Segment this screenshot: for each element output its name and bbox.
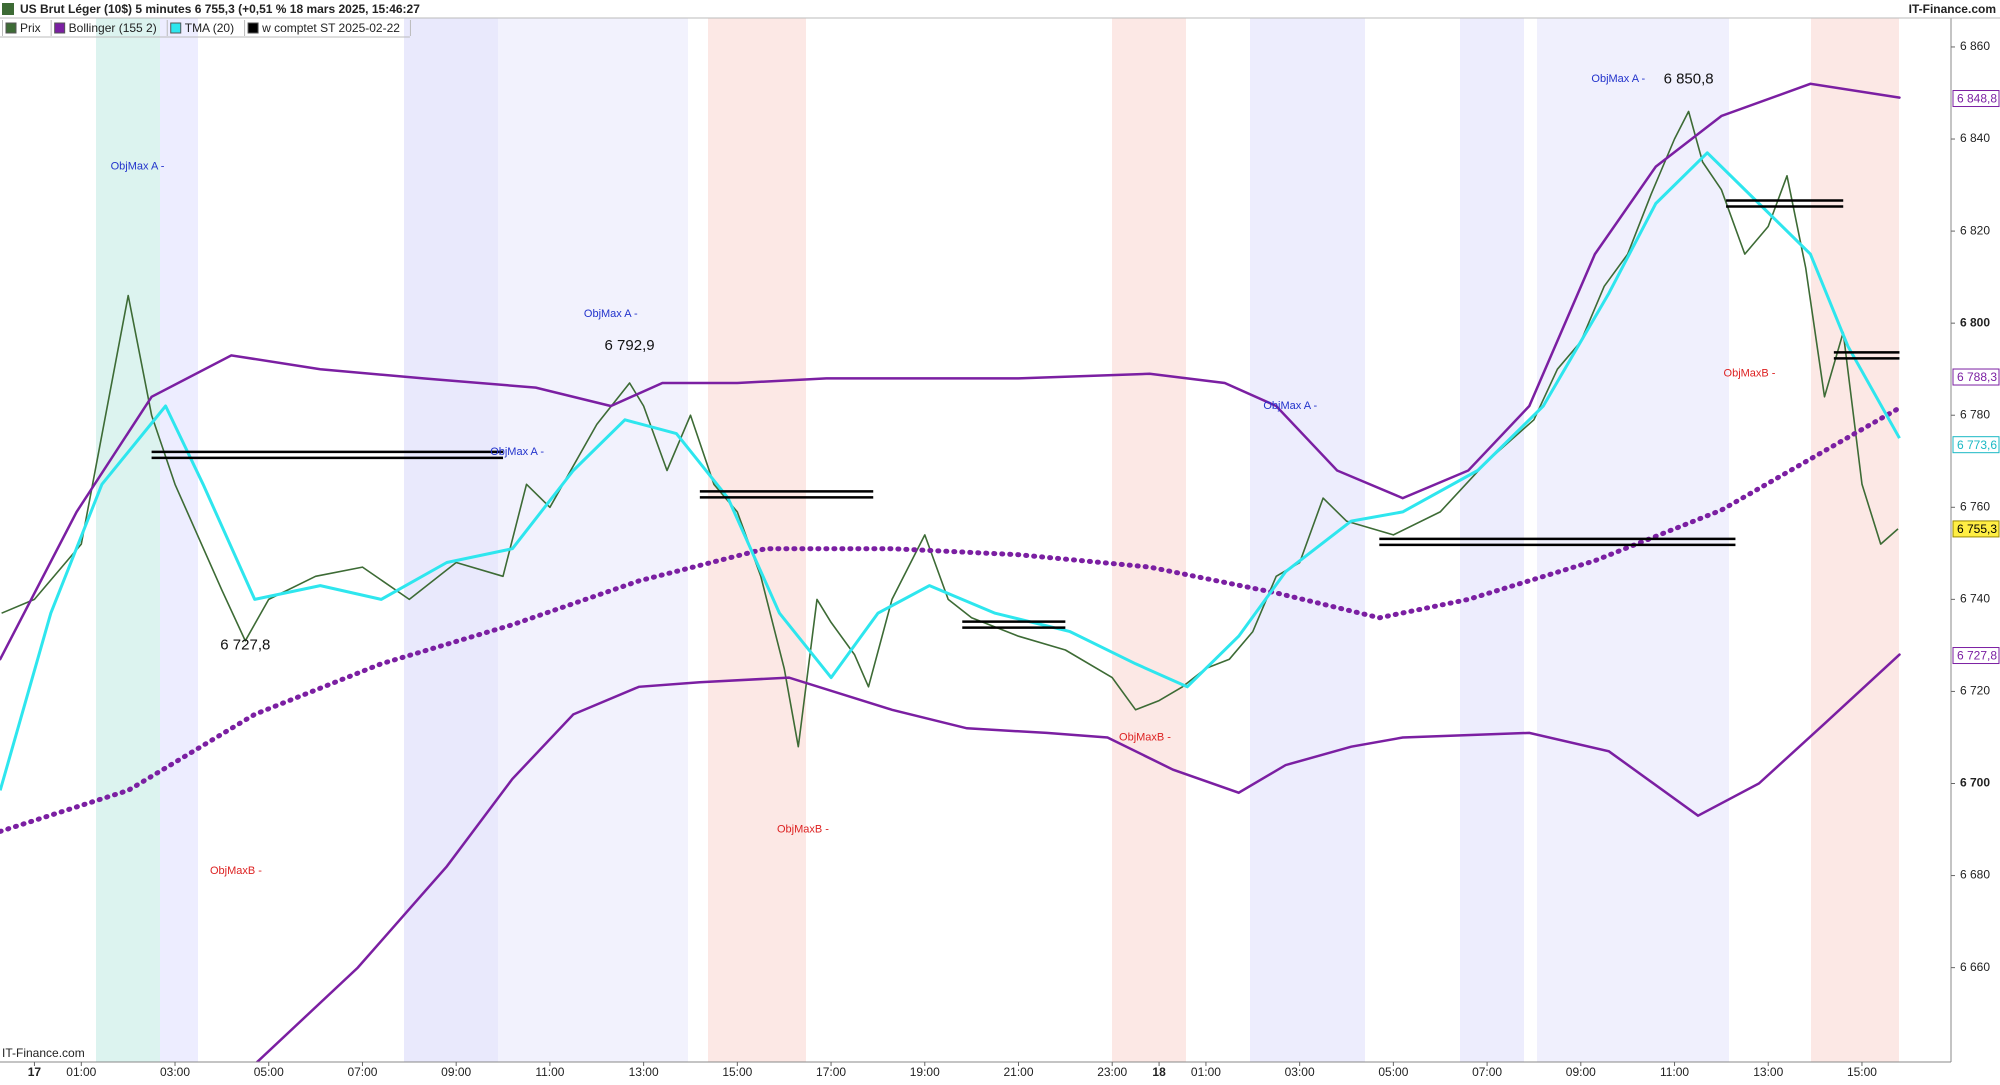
y-tick-label: 6 820 bbox=[1960, 223, 1990, 237]
y-tick-label: 6 720 bbox=[1960, 684, 1990, 698]
x-tick-label: 05:00 bbox=[254, 1065, 284, 1079]
zone bbox=[1537, 0, 1729, 1062]
zone bbox=[1811, 0, 1899, 1062]
zone bbox=[96, 0, 160, 1062]
price-line bbox=[1, 110, 1899, 748]
y-tick-label: 6 700 bbox=[1960, 776, 1990, 790]
annotation: ObjMax A - bbox=[584, 308, 638, 320]
axes: 6 660 6 680 6 700 6 720 6 740 6 760 6 780 6 800… bbox=[28, 39, 2000, 1079]
bollinger-band bbox=[255, 653, 1901, 1062]
legend-label[interactable]: Bollinger (155 2) bbox=[69, 21, 157, 35]
x-tick-label: 03:00 bbox=[160, 1065, 190, 1079]
bollinger-band bbox=[0, 82, 1901, 661]
tma-line bbox=[0, 151, 1901, 791]
price-tag-label: 6 773,6 bbox=[1957, 438, 1997, 452]
x-tick-label: 11:00 bbox=[535, 1065, 564, 1079]
legend-item-box bbox=[166, 20, 168, 36]
y-tick-label: 6 800 bbox=[1960, 315, 1990, 329]
annotation: ObjMax A - bbox=[1263, 400, 1317, 412]
x-tick-label: 15:00 bbox=[1847, 1065, 1877, 1079]
x-tick-label: 05:00 bbox=[1378, 1065, 1408, 1079]
annotation: ObjMaxB - bbox=[1119, 731, 1171, 743]
zone bbox=[1460, 0, 1524, 1062]
annotation: ObjMax A - bbox=[490, 446, 544, 458]
legend-item-box bbox=[2, 20, 3, 36]
price-tag bbox=[1952, 436, 2000, 454]
x-tick-label: 17 bbox=[28, 1065, 42, 1079]
zone bbox=[1112, 0, 1186, 1062]
x-tick-label: 07:00 bbox=[1472, 1065, 1502, 1079]
annotation: ObjMax A - bbox=[1591, 73, 1645, 85]
source: IT-Finance.com bbox=[2, 1046, 85, 1060]
legend-label[interactable]: TMA (20) bbox=[185, 21, 234, 35]
x-tick-label: 13:00 bbox=[1753, 1065, 1783, 1079]
bollinger-band bbox=[0, 405, 1902, 834]
y-tick-label: 6 780 bbox=[1960, 407, 1990, 421]
y-axis-strip bbox=[1951, 0, 2000, 1080]
legend-swatch bbox=[54, 22, 66, 34]
y-tick-label: 6 680 bbox=[1960, 868, 1990, 882]
x-tick-label: 13:00 bbox=[629, 1065, 659, 1079]
annotation: ObjMax A - bbox=[111, 161, 165, 173]
x-tick-label: 17:00 bbox=[816, 1065, 846, 1079]
y-tick-label: 6 660 bbox=[1960, 960, 1990, 974]
price-tag-label: 6 755,3 bbox=[1957, 522, 1997, 536]
x-tick-label: 09:00 bbox=[1566, 1065, 1596, 1079]
price-label: 6 792,9 bbox=[605, 337, 655, 354]
price-label: 6 727,8 bbox=[220, 636, 270, 653]
price-tag-label: 6 848,8 bbox=[1957, 92, 1997, 106]
x-tick-label: 07:00 bbox=[347, 1065, 377, 1079]
background-zones bbox=[96, 0, 1899, 1062]
annotation: ObjMaxB - bbox=[1724, 368, 1776, 380]
legend-item-box bbox=[50, 20, 52, 36]
price-tag bbox=[1952, 90, 2000, 108]
y-tick-label: 6 840 bbox=[1960, 131, 1990, 145]
app-icon bbox=[2, 3, 14, 15]
legend-label[interactable]: w comptet ST 2025-02-22 bbox=[261, 21, 400, 35]
x-tick-label: 18 bbox=[1152, 1065, 1166, 1079]
y-tick-label: 6 760 bbox=[1960, 499, 1990, 513]
y-tick-label: 6 860 bbox=[1960, 39, 1990, 53]
price-tag bbox=[1952, 520, 2000, 538]
x-tick-label: 03:00 bbox=[1285, 1065, 1315, 1079]
price-tag-label: 6 727,8 bbox=[1957, 649, 1997, 663]
annotation: ObjMaxB - bbox=[777, 823, 829, 835]
x-tick-label: 01:00 bbox=[1191, 1065, 1221, 1079]
legend-swatch bbox=[5, 22, 17, 34]
zone bbox=[498, 0, 688, 1062]
x-tick-label: 01:00 bbox=[66, 1065, 96, 1079]
zone bbox=[404, 0, 498, 1062]
x-axis-strip bbox=[0, 1062, 2000, 1080]
annotation: ObjMaxB - bbox=[210, 865, 262, 877]
x-tick-label: 19:00 bbox=[910, 1065, 940, 1079]
plot-area: 6 850,8 6 792,9 6 727,8 ObjMax A - ObjMax A … bbox=[0, 70, 1902, 1062]
price-tag-label: 6 788,3 bbox=[1957, 370, 1997, 384]
x-tick-label: 21:00 bbox=[1003, 1065, 1033, 1079]
x-tick-label: 11:00 bbox=[1660, 1065, 1689, 1079]
legend-item-box bbox=[244, 20, 246, 36]
zone bbox=[1250, 0, 1365, 1062]
x-tick-label: 09:00 bbox=[441, 1065, 471, 1079]
x-tick-label: 15:00 bbox=[722, 1065, 752, 1079]
price-label: 6 850,8 bbox=[1664, 70, 1714, 87]
legend-item-box bbox=[409, 20, 411, 36]
chart-title: US Brut Léger (10$) 5 minutes 6 755,3 (+… bbox=[20, 2, 420, 16]
legend: Prix Bollinger (155 2) TMA (20) w comptet S… bbox=[0, 20, 411, 38]
zone bbox=[160, 0, 198, 1062]
legend-swatch bbox=[170, 22, 182, 34]
price-tag bbox=[1952, 368, 2000, 386]
zone bbox=[708, 0, 806, 1062]
x-tick-label: 23:00 bbox=[1097, 1065, 1127, 1079]
legend-label[interactable]: Prix bbox=[20, 21, 41, 35]
source: IT-Finance.com bbox=[1909, 2, 1996, 16]
price-tag bbox=[1952, 647, 2000, 665]
legend-swatch bbox=[247, 22, 259, 34]
header-bar bbox=[0, 0, 2000, 18]
y-tick-label: 6 740 bbox=[1960, 592, 1990, 606]
